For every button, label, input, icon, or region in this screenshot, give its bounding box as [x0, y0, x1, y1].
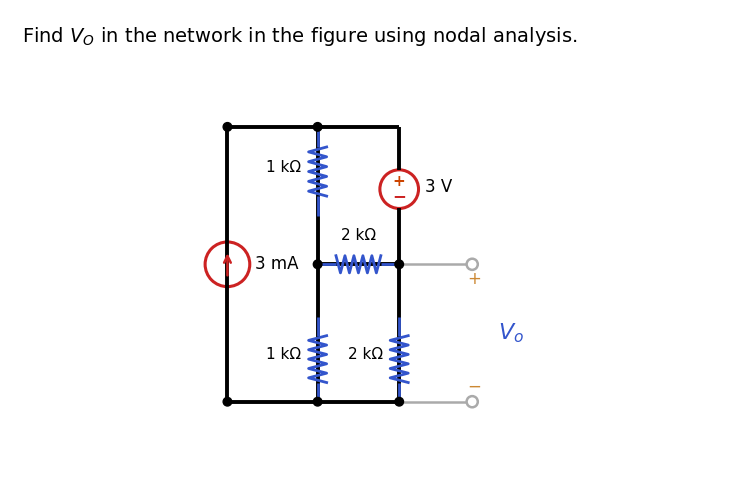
Text: 2 kΩ: 2 kΩ	[341, 228, 376, 243]
Text: 1 kΩ: 1 kΩ	[266, 160, 301, 175]
Text: 3 mA: 3 mA	[255, 255, 299, 273]
Circle shape	[223, 397, 232, 406]
Circle shape	[467, 259, 478, 270]
Circle shape	[313, 260, 322, 269]
Text: 1 kΩ: 1 kΩ	[266, 347, 301, 362]
Circle shape	[313, 397, 322, 406]
Circle shape	[223, 123, 232, 131]
Circle shape	[395, 260, 404, 269]
Text: −: −	[392, 187, 406, 205]
Circle shape	[467, 396, 478, 407]
Text: Find $V_O$ in the network in the figure using nodal analysis.: Find $V_O$ in the network in the figure …	[22, 25, 578, 48]
Text: $V_o$: $V_o$	[498, 321, 524, 345]
Circle shape	[395, 397, 404, 406]
Text: −: −	[468, 378, 482, 396]
Text: 3 V: 3 V	[425, 178, 452, 196]
Circle shape	[313, 123, 322, 131]
Text: +: +	[468, 270, 482, 288]
Text: +: +	[393, 174, 406, 189]
Text: 2 kΩ: 2 kΩ	[348, 347, 383, 362]
